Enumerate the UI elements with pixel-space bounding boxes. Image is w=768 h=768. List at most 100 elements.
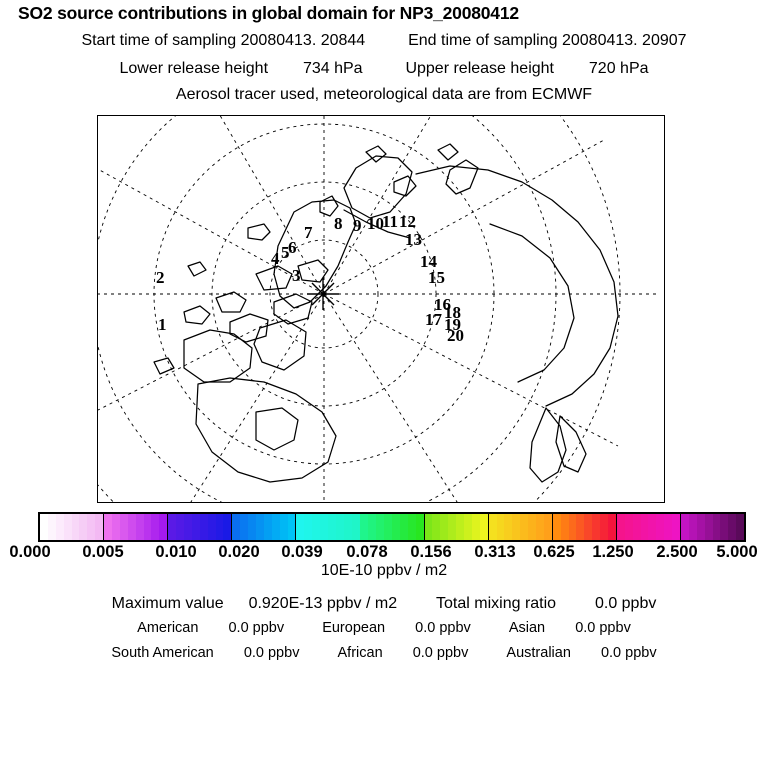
colorbar-swatch [191, 514, 200, 540]
region-label-asian: Asian [508, 620, 546, 636]
colorbar-swatch [728, 514, 737, 540]
colorbar-swatch [104, 514, 112, 540]
colorbar-segment [424, 514, 489, 540]
colorbar-swatch [664, 514, 673, 540]
colorbar-swatch [360, 514, 369, 540]
trajectory-marker: 1 [158, 315, 167, 334]
colorbar-swatch [95, 514, 104, 540]
colorbar-swatch [263, 514, 272, 540]
polar-map: 1 2 3 4 5 6 7 8 9 10 11 12 13 14 15 16 17 18 19 20 [97, 115, 665, 503]
end-time-label: End time of sampling [408, 32, 558, 49]
trajectory-marker: 3 [292, 266, 301, 285]
trajectory-marker: 2 [156, 268, 165, 287]
colorbar-swatch [312, 514, 321, 540]
trajectory-marker: 9 [353, 216, 362, 235]
colorbar-swatch [680, 514, 689, 540]
colorbar-swatch [143, 514, 152, 540]
trajectory-marker: 4 [271, 249, 280, 268]
colorbar-tick: 2.500 [656, 543, 698, 561]
trajectory-marker: 8 [334, 214, 343, 233]
colorbar-tick: 0.625 [533, 543, 575, 561]
upper-release-value: 720 hPa [588, 60, 649, 77]
colorbar-swatch [40, 514, 48, 540]
sampling-time-line: Start time of sampling 20080413. 20844 E… [0, 32, 768, 50]
colorbar-swatch [432, 514, 441, 540]
colorbar-tick: 0.156 [410, 543, 452, 561]
colorbar-swatch [552, 514, 561, 540]
colorbar-swatch [335, 514, 344, 540]
colorbar-swatch [207, 514, 216, 540]
colorbar-swatch [168, 514, 177, 540]
trajectory-marker: 19 [444, 315, 461, 334]
colorbar-swatch [240, 514, 249, 540]
colorbar-tick: 0.039 [281, 543, 323, 561]
colorbar-swatch [351, 514, 360, 540]
trajectory-marker: 20 [447, 326, 464, 345]
colorbar-swatch [592, 514, 601, 540]
colorbar-segment [360, 514, 425, 540]
colorbar-swatch [111, 514, 120, 540]
colorbar-swatch [504, 514, 513, 540]
map-canvas [98, 116, 658, 502]
colorbar-tick: 0.000 [9, 543, 51, 561]
page-title: SO2 source contributions in global domai… [18, 3, 519, 23]
colorbar-tick: 0.313 [474, 543, 516, 561]
colorbar-swatch [248, 514, 256, 540]
colorbar-swatch [343, 514, 352, 540]
colorbar-swatch [640, 514, 649, 540]
colorbar-tick: 0.020 [218, 543, 260, 561]
colorbar-tick-labels: 0.000 0.005 0.010 0.020 0.039 0.078 0.156 0.313… [0, 543, 768, 565]
colorbar-swatch [720, 514, 729, 540]
colorbar-swatch [440, 514, 449, 540]
colorbar-swatch [648, 514, 657, 540]
colorbar-swatch [376, 514, 385, 540]
meridian-lines [98, 116, 658, 502]
colorbar-segment [488, 514, 553, 540]
region-value-american: 0.0 ppbv [228, 620, 285, 636]
colorbar-swatch [296, 514, 305, 540]
colorbar-swatch [456, 514, 465, 540]
colorbar-tick: 0.010 [155, 543, 197, 561]
colorbar-swatch [688, 514, 697, 540]
total-mixing-ratio-value: 0.0 ppbv [594, 595, 657, 612]
colorbar-segment [552, 514, 617, 540]
footer-region-row-2: South American 0.0 ppbv African 0.0 ppbv… [0, 645, 768, 661]
trajectory-marker: 10 [367, 214, 384, 233]
colorbar-swatch [704, 514, 713, 540]
colorbar-swatch [304, 514, 313, 540]
colorbar-wrapper [38, 512, 746, 542]
trajectory-marker: 14 [420, 252, 437, 271]
trajectory-marker: 15 [428, 268, 445, 287]
colorbar-swatch [520, 514, 529, 540]
release-height-line: Lower release height 734 hPa Upper relea… [0, 60, 768, 78]
trajectory-marker: 16 [434, 295, 451, 314]
colorbar-segment [168, 514, 233, 540]
colorbar-swatch [607, 514, 616, 540]
start-time-value: 20080413. 20844 [240, 32, 366, 49]
colorbar-swatch [119, 514, 128, 540]
colorbar-swatch [63, 514, 72, 540]
max-value-value: 0.920E-13 ppbv / m2 [248, 595, 398, 612]
colorbar-segment [40, 514, 105, 540]
colorbar-swatch [176, 514, 184, 540]
region-value-african: 0.0 ppbv [412, 645, 469, 661]
colorbar-swatch [407, 514, 416, 540]
colorbar-swatch [127, 514, 136, 540]
colorbar-swatch [415, 514, 424, 540]
total-mixing-ratio-label: Total mixing ratio [436, 595, 557, 612]
colorbar-swatch [471, 514, 480, 540]
colorbar-tick: 1.250 [592, 543, 634, 561]
colorbar-swatch [87, 514, 96, 540]
colorbar-swatch [536, 514, 544, 540]
colorbar-swatch [47, 514, 56, 540]
colorbar-swatch [320, 514, 328, 540]
colorbar-swatch [384, 514, 393, 540]
colorbar-segment [296, 514, 361, 540]
colorbar-swatch [496, 514, 505, 540]
colorbar-segment [680, 514, 745, 540]
release-star [307, 278, 339, 310]
colorbar-swatch [399, 514, 408, 540]
colorbar [38, 512, 746, 542]
colorbar-swatch [287, 514, 296, 540]
colorbar-swatch [448, 514, 457, 540]
